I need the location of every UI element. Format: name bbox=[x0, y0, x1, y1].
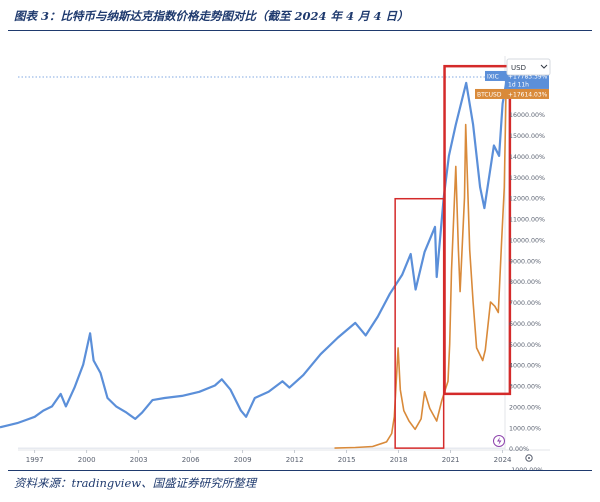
x-tick-label: 2003 bbox=[130, 456, 148, 464]
y-axis: -1000.00% 0.00% 1000.00% 2000.00% 3000.00% 40… bbox=[509, 112, 545, 470]
series-value-ixic: +17783.39% bbox=[508, 73, 548, 80]
comparison-chart: -1000.00% 0.00% 1000.00% 2000.00% 3000.00% 40… bbox=[0, 56, 551, 470]
y-tick-label: 0.00% bbox=[509, 446, 529, 453]
y-tick-label: 15000.00% bbox=[509, 133, 545, 140]
series-value-btcusd: +17614.03% bbox=[508, 91, 548, 98]
y-tick-label: 13000.00% bbox=[509, 175, 545, 182]
x-tick-label: 2015 bbox=[338, 456, 356, 464]
gear-icon[interactable] bbox=[525, 454, 533, 462]
series-name-btcusd: BTCUSD bbox=[477, 91, 502, 98]
series-tag-ixic bbox=[485, 70, 505, 81]
y-tick-label: 5000.00% bbox=[509, 342, 541, 349]
y-tick-label: 3000.00% bbox=[509, 384, 541, 391]
chart-controls: USD bbox=[493, 58, 551, 462]
x-tick-label: 2000 bbox=[78, 456, 96, 464]
x-axis: 1997 2000 2003 2006 2009 2012 2015 2018 2021 2024 bbox=[26, 450, 512, 464]
currency-selector-label: USD bbox=[511, 64, 526, 72]
y-tick-label: 7000.00% bbox=[509, 300, 541, 307]
gear-icon-center bbox=[528, 457, 530, 459]
x-tick-label: 2009 bbox=[234, 456, 252, 464]
source-rule bbox=[8, 470, 592, 471]
y-tick-label: 6000.00% bbox=[509, 321, 541, 328]
y-tick-label: 2000.00% bbox=[509, 404, 541, 411]
y-tick-label: 8000.00% bbox=[509, 279, 541, 286]
series-tag-btcusd bbox=[475, 88, 505, 99]
y-tick-label: 4000.00% bbox=[509, 363, 541, 370]
series-line-ixic bbox=[0, 76, 509, 429]
caption-rule bbox=[8, 30, 592, 31]
y-tick-label: 10000.00% bbox=[509, 237, 545, 244]
y-tick-label: 14000.00% bbox=[509, 154, 545, 161]
currency-selector[interactable] bbox=[506, 58, 551, 76]
series-name-ixic: IXIC bbox=[487, 73, 499, 80]
y-tick-label: 16000.00% bbox=[509, 112, 545, 119]
y-tick-label: 12000.00% bbox=[509, 196, 545, 203]
y-tick-label: -1000.00% bbox=[509, 467, 543, 470]
series-value-tag-btcusd bbox=[505, 88, 549, 99]
y-tick-label: 11000.00% bbox=[509, 217, 545, 224]
plot-area bbox=[0, 76, 509, 449]
highlight-box-2 bbox=[443, 64, 512, 396]
series-time-ixic: 1d 11h bbox=[508, 81, 529, 88]
x-tick-label: 2012 bbox=[286, 456, 304, 464]
highlight-boxes bbox=[394, 64, 512, 449]
chevron-down-icon bbox=[540, 64, 548, 69]
x-tick-label: 2018 bbox=[390, 456, 408, 464]
figure-caption: 图表 3：比特币与纳斯达克指数价格走势图对比（截至 2024 年 4 月 4 日… bbox=[14, 9, 409, 23]
series-line-btcusd bbox=[334, 80, 508, 449]
lightning-icon bbox=[497, 437, 502, 445]
x-tick-label: 2021 bbox=[442, 456, 460, 464]
y-tick-label: 9000.00% bbox=[509, 258, 541, 265]
source-note: 资料来源：tradingview、国盛证券研究所整理 bbox=[14, 476, 257, 490]
x-tick-label: 2006 bbox=[182, 456, 200, 464]
x-tick-label: 2024 bbox=[494, 456, 512, 464]
y-tick-label: 1000.00% bbox=[509, 425, 541, 432]
x-tick-label: 1997 bbox=[26, 456, 44, 464]
